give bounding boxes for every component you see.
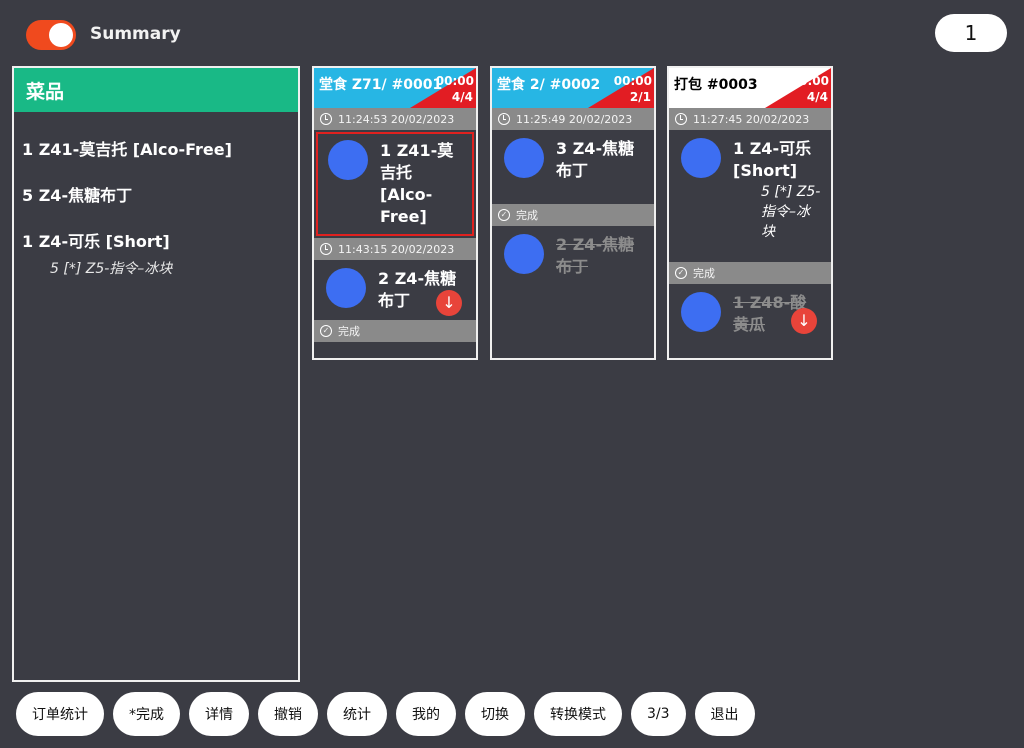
- summary-panel: 菜品 1 Z41-莫吉托 [Alco-Free] 5 Z4-焦糖布丁 1 Z4-…: [12, 66, 300, 682]
- order-item-text: 3 Z4-焦糖布丁: [556, 139, 635, 180]
- summary-panel-title: 菜品: [14, 68, 298, 112]
- order-elapsed-time: 00:00: [435, 74, 474, 88]
- item-status-dot: [681, 292, 721, 332]
- order-item-count: 4/4: [806, 90, 828, 104]
- page-number-indicator[interactable]: 1: [935, 14, 1007, 52]
- alarm-clock-icon: [498, 113, 510, 125]
- check-circle-icon: ✓: [498, 209, 510, 221]
- alarm-clock-icon: [675, 113, 687, 125]
- bottom-toolbar: 订单统计 *完成 详情 撤销 统计 我的 切换 转换模式 3/3 退出: [16, 692, 755, 736]
- order-item-text: 1 Z48-酸黄瓜: [733, 293, 807, 334]
- order-title: 打包 #0003: [674, 77, 758, 93]
- done-bar: ✓ 完成: [669, 262, 831, 284]
- order-item-text: 2 Z4-焦糖布丁: [378, 269, 457, 310]
- order-title: 堂食 Z71/ #0001: [319, 77, 443, 93]
- order-item-text: 2 Z4-焦糖布丁: [556, 235, 635, 276]
- complete-button[interactable]: *完成: [113, 692, 180, 736]
- order-item-text: 1 Z4-可乐 [Short]: [733, 139, 812, 180]
- order-header: 堂食 Z71/ #0001 00:00 4/4: [314, 68, 476, 108]
- done-label: 完成: [338, 325, 360, 338]
- order-timestamp: 11:24:53 20/02/2023: [338, 112, 455, 126]
- summary-toggle[interactable]: [26, 20, 76, 50]
- item-status-dot: [326, 268, 366, 308]
- order-title: 堂食 2/ #0002: [497, 77, 601, 93]
- order-item[interactable]: 1 Z4-可乐 [Short] 5 [*] Z5-指令–冰块: [669, 130, 831, 262]
- summary-item-modifier: 5 [*] Z5-指令–冰块: [50, 261, 173, 277]
- order-item-done[interactable]: 1 Z48-酸黄瓜 ↓: [669, 284, 831, 344]
- statistics-button[interactable]: 统计: [327, 692, 387, 736]
- order-header: 堂食 2/ #0002 00:00 2/1: [492, 68, 654, 108]
- order-time-bar: 11:25:49 20/02/2023: [492, 108, 654, 130]
- convert-mode-button[interactable]: 转换模式: [534, 692, 622, 736]
- order-item[interactable]: 3 Z4-焦糖布丁: [492, 130, 654, 204]
- done-bar: ✓ 完成: [314, 320, 476, 342]
- order-elapsed-time: 00:00: [790, 74, 829, 88]
- order-timestamp: 11:25:49 20/02/2023: [516, 112, 633, 126]
- alarm-clock-icon: [320, 243, 332, 255]
- item-status-dot: [328, 140, 368, 180]
- order-elapsed-time: 00:00: [613, 74, 652, 88]
- exit-button[interactable]: 退出: [694, 692, 755, 736]
- item-status-dot: [504, 138, 544, 178]
- order-item-text: 1 Z41-莫吉托 [Alco-Free]: [380, 141, 454, 226]
- order-card-0003[interactable]: 打包 #0003 00:00 4/4 11:27:45 20/02/2023 1…: [667, 66, 833, 360]
- arrow-down-icon[interactable]: ↓: [791, 308, 817, 334]
- check-circle-icon: ✓: [675, 267, 687, 279]
- summary-label: Summary: [90, 24, 181, 44]
- order-item-count: 2/1: [629, 90, 651, 104]
- item-status-dot: [504, 234, 544, 274]
- order-card-0001[interactable]: 堂食 Z71/ #0001 00:00 4/4 11:24:53 20/02/2…: [312, 66, 478, 360]
- switch-button[interactable]: 切换: [465, 692, 525, 736]
- mine-button[interactable]: 我的: [396, 692, 456, 736]
- details-button[interactable]: 详情: [189, 692, 249, 736]
- summary-item[interactable]: 1 Z41-莫吉托 [Alco-Free]: [22, 140, 232, 159]
- order-timestamp: 11:27:45 20/02/2023: [693, 112, 810, 126]
- summary-item[interactable]: 5 Z4-焦糖布丁: [22, 186, 133, 205]
- order-item-done[interactable]: 2 Z4-焦糖布丁: [492, 226, 654, 286]
- order-card-0002[interactable]: 堂食 2/ #0002 00:00 2/1 11:25:49 20/02/202…: [490, 66, 656, 360]
- done-label: 完成: [693, 267, 715, 280]
- order-timestamp: 11:43:15 20/02/2023: [338, 242, 455, 256]
- order-header: 打包 #0003 00:00 4/4: [669, 68, 831, 108]
- order-item[interactable]: 2 Z4-焦糖布丁 ↓: [314, 260, 476, 320]
- arrow-down-icon[interactable]: ↓: [436, 290, 462, 316]
- order-item[interactable]: 1 Z41-莫吉托 [Alco-Free]: [316, 132, 474, 236]
- order-time-bar: 11:43:15 20/02/2023: [314, 238, 476, 260]
- done-label: 完成: [516, 209, 538, 222]
- order-item-count: 4/4: [451, 90, 473, 104]
- alarm-clock-icon: [320, 113, 332, 125]
- check-circle-icon: ✓: [320, 325, 332, 337]
- order-item-modifier: 5 [*] Z5-指令–冰块: [761, 184, 821, 240]
- order-time-bar: 11:27:45 20/02/2023: [669, 108, 831, 130]
- summary-item[interactable]: 1 Z4-可乐 [Short]: [22, 232, 170, 251]
- toggle-knob: [49, 23, 73, 47]
- undo-button[interactable]: 撤销: [258, 692, 318, 736]
- done-bar: ✓ 完成: [492, 204, 654, 226]
- item-status-dot: [681, 138, 721, 178]
- page-indicator-button[interactable]: 3/3: [631, 692, 686, 736]
- order-stats-button[interactable]: 订单统计: [16, 692, 104, 736]
- order-time-bar: 11:24:53 20/02/2023: [314, 108, 476, 130]
